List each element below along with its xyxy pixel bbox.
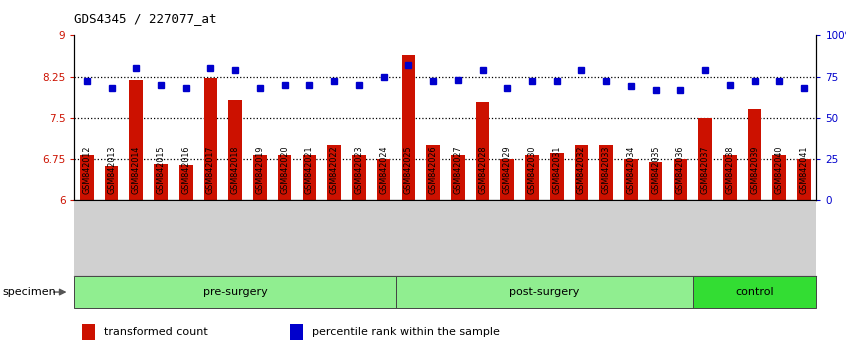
Bar [772,155,786,200]
Bar [574,145,588,200]
Bar [649,161,662,200]
Bar [396,276,693,308]
Bar [303,155,316,200]
Bar [277,155,292,200]
Bar [402,55,415,200]
Text: control: control [735,287,774,297]
Bar [129,80,143,200]
Bar [426,145,440,200]
Bar [253,155,266,200]
Bar [82,324,96,340]
Bar [475,102,489,200]
Text: post-surgery: post-surgery [509,287,580,297]
Bar [376,159,390,200]
Bar [748,109,761,200]
Text: transformed count: transformed count [104,327,208,337]
Text: GDS4345 / 227077_at: GDS4345 / 227077_at [74,12,217,25]
Bar [289,324,303,340]
Bar [327,145,341,200]
Bar [501,159,514,200]
Text: percentile rank within the sample: percentile rank within the sample [312,327,500,337]
Bar [525,155,539,200]
Bar [599,145,613,200]
Bar [797,159,810,200]
Bar [80,155,94,200]
Text: specimen: specimen [3,287,57,297]
Text: pre-surgery: pre-surgery [203,287,267,297]
Bar [550,153,563,200]
Bar [673,159,687,200]
Bar [74,276,396,308]
Bar [723,155,737,200]
Bar [204,78,217,200]
Bar [451,155,464,200]
Bar [179,165,193,200]
Bar [154,164,168,200]
Bar [105,166,118,200]
Bar [693,276,816,308]
Bar [624,159,638,200]
Bar [228,99,242,200]
Bar [352,155,365,200]
Bar [698,118,711,200]
